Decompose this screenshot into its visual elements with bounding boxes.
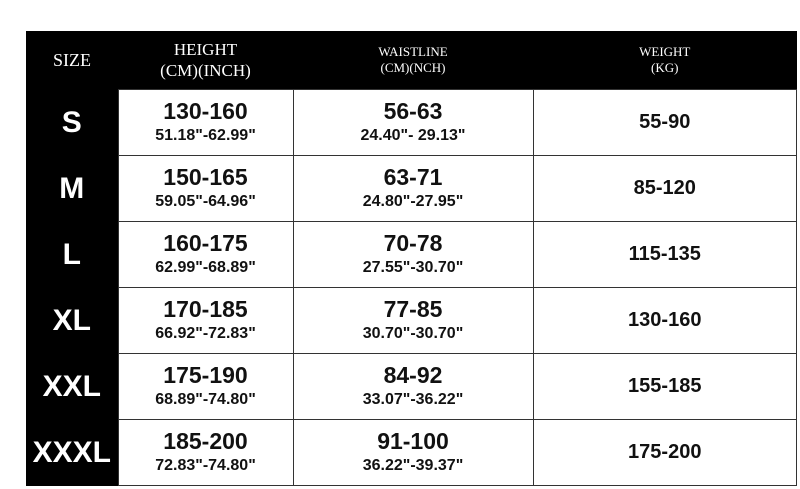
- height-inch: 72.83"-74.80": [155, 457, 256, 474]
- waist-cm: 63-71: [383, 164, 443, 190]
- height-cm: 175-190: [163, 362, 248, 388]
- header-size: SIZE: [26, 31, 118, 90]
- height-inch: 66.92"-72.83": [155, 325, 256, 342]
- height-cm: 185-200: [163, 428, 248, 454]
- waist-cell: 56-63 24.40"- 29.13": [292, 89, 534, 156]
- size-cell: XXL: [26, 353, 118, 420]
- height-cm: 160-175: [163, 230, 248, 256]
- size-cell: XL: [26, 287, 118, 354]
- height-cell: 130-160 51.18"-62.99": [117, 89, 294, 156]
- waist-inch: 24.40"- 29.13": [360, 127, 466, 144]
- height-cell: 150-165 59.05"-64.96": [117, 155, 294, 222]
- table-row: XXXL 185-200 72.83"-74.80" 91-100 36.22"-3…: [26, 419, 797, 486]
- size-cell: L: [26, 221, 118, 288]
- height-cm: 150-165: [163, 164, 248, 190]
- table-row: M 150-165 59.05"-64.96" 63-71 24.80"-27.95…: [26, 155, 797, 222]
- waist-cell: 77-85 30.70"-30.70": [292, 287, 534, 354]
- waist-inch: 24.80"-27.95": [362, 193, 464, 210]
- table-row: S 130-160 51.18"-62.99" 56-63 24.40"- 29.1…: [26, 89, 797, 156]
- height-cell: 170-185 66.92"-72.83": [117, 287, 294, 354]
- waist-cell: 91-100 36.22"-39.37": [292, 419, 534, 486]
- header-height-units: (CM)(INCH): [160, 61, 251, 80]
- header-weight: WEIGHT (KG): [533, 31, 797, 90]
- waist-cm: 56-63: [383, 98, 443, 124]
- header-waistline-title: WAISTLINE: [378, 43, 448, 59]
- table-row: XXL 175-190 68.89"-74.80" 84-92 33.07"-36.…: [26, 353, 797, 420]
- table-row: XL 170-185 66.92"-72.83" 77-85 30.70"-30.7…: [26, 287, 797, 354]
- weight-cell: 115-135: [532, 221, 797, 288]
- waist-inch: 30.70"-30.70": [362, 325, 464, 342]
- size-cell: XXXL: [26, 419, 118, 486]
- waist-cm: 77-85: [383, 296, 443, 322]
- waist-cell: 63-71 24.80"-27.95": [292, 155, 534, 222]
- height-inch: 62.99"-68.89": [155, 259, 256, 276]
- waist-inch: 36.22"-39.37": [362, 457, 464, 474]
- waist-cm: 91-100: [377, 428, 449, 454]
- height-cell: 185-200 72.83"-74.80": [117, 419, 294, 486]
- waist-inch: 33.07"-36.22": [362, 391, 464, 408]
- height-inch: 59.05"-64.96": [155, 193, 256, 210]
- table-row: L 160-175 62.99"-68.89" 70-78 27.55"-30.70…: [26, 221, 797, 288]
- waist-cell: 84-92 33.07"-36.22": [292, 353, 534, 420]
- header-row: SIZE HEIGHT (CM)(INCH) WAISTLINE (CM)(NCH)…: [26, 31, 797, 90]
- height-cell: 160-175 62.99"-68.89": [117, 221, 294, 288]
- header-height: HEIGHT (CM)(INCH): [118, 31, 293, 90]
- height-cm: 170-185: [163, 296, 248, 322]
- size-chart-table: SIZE HEIGHT (CM)(INCH) WAISTLINE (CM)(NCH)…: [26, 31, 797, 486]
- height-cell: 175-190 68.89"-74.80": [117, 353, 294, 420]
- weight-cell: 175-200: [532, 419, 797, 486]
- header-weight-units: (KG): [651, 60, 679, 75]
- size-cell: M: [26, 155, 118, 222]
- weight-cell: 85-120: [532, 155, 797, 222]
- waist-cm: 84-92: [383, 362, 443, 388]
- waist-cm: 70-78: [383, 230, 443, 256]
- size-cell: S: [26, 89, 118, 156]
- header-waistline: WAISTLINE (CM)(NCH): [293, 31, 533, 90]
- weight-cell: 130-160: [532, 287, 797, 354]
- height-inch: 68.89"-74.80": [155, 391, 256, 408]
- header-waistline-units: (CM)(NCH): [380, 60, 446, 75]
- waist-inch: 27.55"-30.70": [362, 259, 464, 276]
- waist-cell: 70-78 27.55"-30.70": [292, 221, 534, 288]
- height-inch: 51.18"-62.99": [155, 127, 256, 144]
- height-cm: 130-160: [163, 98, 248, 124]
- weight-cell: 55-90: [532, 89, 797, 156]
- header-height-title: HEIGHT: [173, 39, 238, 59]
- header-weight-title: WEIGHT: [639, 43, 691, 59]
- weight-cell: 155-185: [532, 353, 797, 420]
